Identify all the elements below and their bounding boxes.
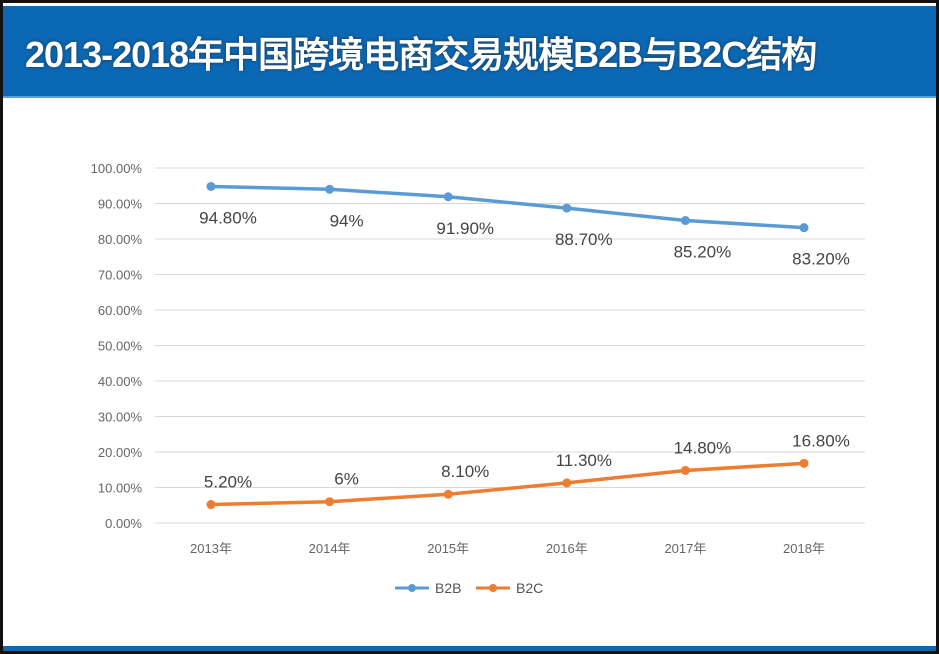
y-tick-label: 80.00% (98, 232, 143, 247)
data-point-b2b (799, 223, 809, 233)
x-tick-label: 2016年 (546, 541, 588, 556)
series-line-b2b (210, 184, 805, 230)
data-label: 6% (334, 470, 359, 489)
data-label: 88.70% (555, 230, 613, 249)
data-point-b2c (325, 497, 335, 507)
legend-swatch-marker (489, 584, 497, 592)
y-tick-label: 90.00% (98, 197, 143, 212)
bottom-bar (3, 646, 936, 651)
x-tick-label: 2013年 (190, 541, 232, 556)
data-point-b2c (680, 465, 690, 475)
data-label: 5.20% (204, 473, 252, 492)
data-label: 94.80% (199, 208, 257, 227)
data-point-b2c (206, 500, 216, 510)
data-point-b2b (562, 203, 572, 213)
y-tick-label: 30.00% (98, 410, 143, 425)
data-label: 83.20% (792, 250, 850, 269)
legend-label: B2C (516, 580, 543, 596)
x-tick-label: 2015年 (427, 541, 469, 556)
data-point-b2b (325, 184, 335, 194)
y-tick-label: 100.00% (91, 161, 143, 176)
chart-title: 2013-2018年中国跨境电商交易规模B2B与B2C结构 (25, 34, 817, 75)
title-banner: 2013-2018年中国跨境电商交易规模B2B与B2C结构 (3, 6, 936, 98)
y-tick-label: 0.00% (105, 516, 142, 531)
legend-swatch-marker (408, 584, 416, 592)
legend-label: B2B (435, 580, 461, 596)
data-label: 14.80% (674, 438, 732, 457)
data-point-b2c (799, 458, 809, 468)
data-label: 11.30% (556, 451, 612, 470)
data-point-b2b (443, 192, 453, 202)
y-tick-label: 50.00% (98, 339, 143, 354)
data-label: 16.80% (792, 431, 850, 450)
data-point-b2c (443, 489, 453, 499)
data-label: 91.90% (436, 219, 494, 238)
y-tick-label: 70.00% (98, 268, 143, 283)
series-line-b2c (210, 461, 805, 507)
x-tick-label: 2017年 (664, 541, 706, 556)
y-tick-label: 40.00% (98, 374, 143, 389)
x-tick-label: 2018年 (783, 541, 825, 556)
data-label: 94% (330, 211, 364, 230)
data-point-b2c (562, 478, 572, 488)
data-label: 85.20% (674, 243, 732, 262)
y-tick-label: 10.00% (98, 481, 143, 496)
data-label: 8.10% (441, 462, 489, 481)
y-tick-label: 60.00% (98, 303, 143, 318)
x-tick-label: 2014年 (309, 541, 351, 556)
data-point-b2b (680, 216, 690, 226)
y-tick-label: 20.00% (98, 445, 143, 460)
data-point-b2b (206, 181, 216, 191)
